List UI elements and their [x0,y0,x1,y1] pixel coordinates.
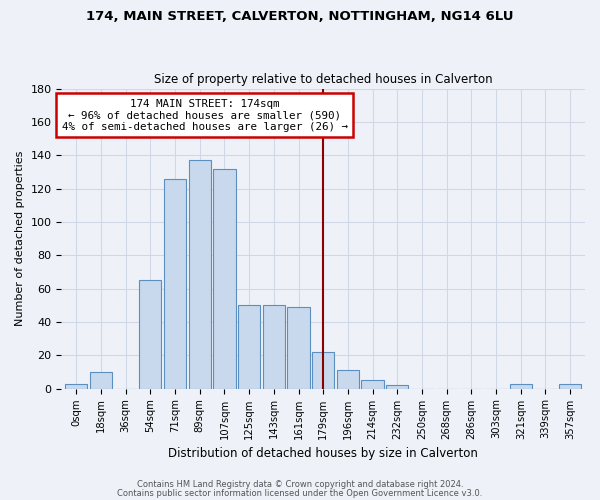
Text: 174 MAIN STREET: 174sqm
← 96% of detached houses are smaller (590)
4% of semi-de: 174 MAIN STREET: 174sqm ← 96% of detache… [62,98,347,132]
Title: Size of property relative to detached houses in Calverton: Size of property relative to detached ho… [154,73,493,86]
Bar [139,280,161,388]
Bar [337,370,359,388]
Bar [238,305,260,388]
Bar [213,168,236,388]
Bar [287,307,310,388]
Bar [263,305,285,388]
Bar [559,384,581,388]
Bar [312,352,334,389]
Bar [509,384,532,388]
Y-axis label: Number of detached properties: Number of detached properties [15,151,25,326]
Bar [188,160,211,388]
Bar [90,372,112,388]
Bar [386,385,409,388]
Bar [65,384,88,388]
X-axis label: Distribution of detached houses by size in Calverton: Distribution of detached houses by size … [168,447,478,460]
Bar [361,380,384,388]
Bar [164,178,186,388]
Text: 174, MAIN STREET, CALVERTON, NOTTINGHAM, NG14 6LU: 174, MAIN STREET, CALVERTON, NOTTINGHAM,… [86,10,514,23]
Text: Contains HM Land Registry data © Crown copyright and database right 2024.: Contains HM Land Registry data © Crown c… [137,480,463,489]
Text: Contains public sector information licensed under the Open Government Licence v3: Contains public sector information licen… [118,490,482,498]
